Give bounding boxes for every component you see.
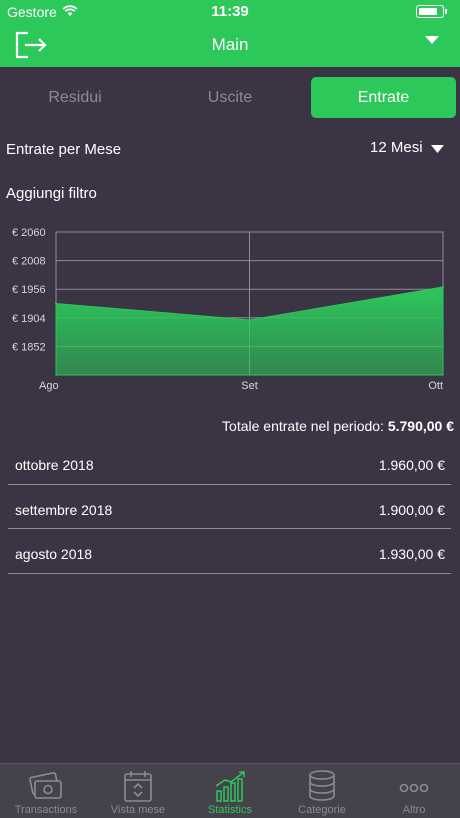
monthly-list: ottobre 2018 1.960,00 € settembre 2018 1… [8,440,451,574]
y-tick-label: € 2060 [12,227,46,239]
list-item-month: settembre 2018 [15,501,113,518]
list-item-amount: 1.960,00 € [378,457,445,473]
wifi-icon [62,5,78,16]
list-item[interactable]: agosto 2018 1.930,00 € [8,529,451,574]
status-bar: Gestore 11:39 [0,0,460,24]
carrier-label: Gestore [7,4,57,20]
tab-label: Vista mese [110,804,166,816]
data-point [55,302,57,305]
tab-label: Categorie [298,804,346,816]
clock-label: 11:39 [211,3,249,20]
total-row: Totale entrate nel periodo: 5.790,00 € [222,418,454,434]
list-item[interactable]: ottobre 2018 1.960,00 € [8,440,451,485]
section-title: Entrate per Mese [6,141,122,158]
list-item-month: agosto 2018 [15,546,93,562]
area-series [55,286,444,376]
segment-control: Residui Uscite Entrate [0,77,460,119]
bar-chart-icon [215,771,245,802]
tab-label: Statistics [207,804,252,816]
data-point [442,286,444,288]
list-item[interactable]: settembre 2018 1.900,00 € [8,485,451,529]
period-select[interactable]: 12 Mesi [370,139,423,156]
database-icon [309,770,335,801]
tab-bar: Transactions Vista mese Statistics [0,763,460,818]
y-tick-label: € 1956 [12,284,46,296]
more-icon [399,783,429,793]
battery-icon [416,5,447,18]
chevron-down-icon[interactable] [425,36,439,44]
x-tick-label: Ott [428,380,443,392]
tab-label: Altro [402,804,426,816]
tab-label: Transactions [14,804,78,816]
nav-title: Main [211,35,249,54]
list-item-month: ottobre 2018 [15,457,94,473]
x-tick-label: Ago [39,380,59,392]
header-bar: Gestore 11:39 Main [0,0,460,67]
y-tick-label: € 1904 [12,313,46,325]
tab-categorie[interactable]: Categorie [276,764,368,818]
list-item-amount: 1.900,00 € [378,501,445,518]
y-tick-label: € 2008 [12,256,46,268]
segment-uscite[interactable]: Uscite [207,89,253,106]
x-tick-label: Set [241,380,258,392]
income-area-chart: € 2060 € 2008 € 1956 € 1904 € 1852 Ago Set Ott [12,227,444,392]
list-item-amount: 1.930,00 € [378,546,445,562]
money-icon [29,772,62,799]
tab-altro[interactable]: Altro [368,764,460,818]
tab-vista-mese[interactable]: Vista mese [92,764,184,818]
tab-statistics[interactable]: Statistics [184,764,276,818]
segment-entrate[interactable]: Entrate [311,77,456,118]
data-point [248,319,251,321]
add-filter-button[interactable]: Aggiungi filtro [6,185,97,202]
segment-residui[interactable]: Residui [48,89,102,106]
exit-icon[interactable] [14,30,48,60]
calendar-icon [124,771,152,802]
y-tick-label: € 1852 [12,341,46,353]
caret-down-icon[interactable] [431,145,444,153]
total-value: 5.790,00 € [387,418,454,434]
total-label: Totale entrate nel periodo: [222,418,384,434]
tab-transactions[interactable]: Transactions [0,764,92,818]
